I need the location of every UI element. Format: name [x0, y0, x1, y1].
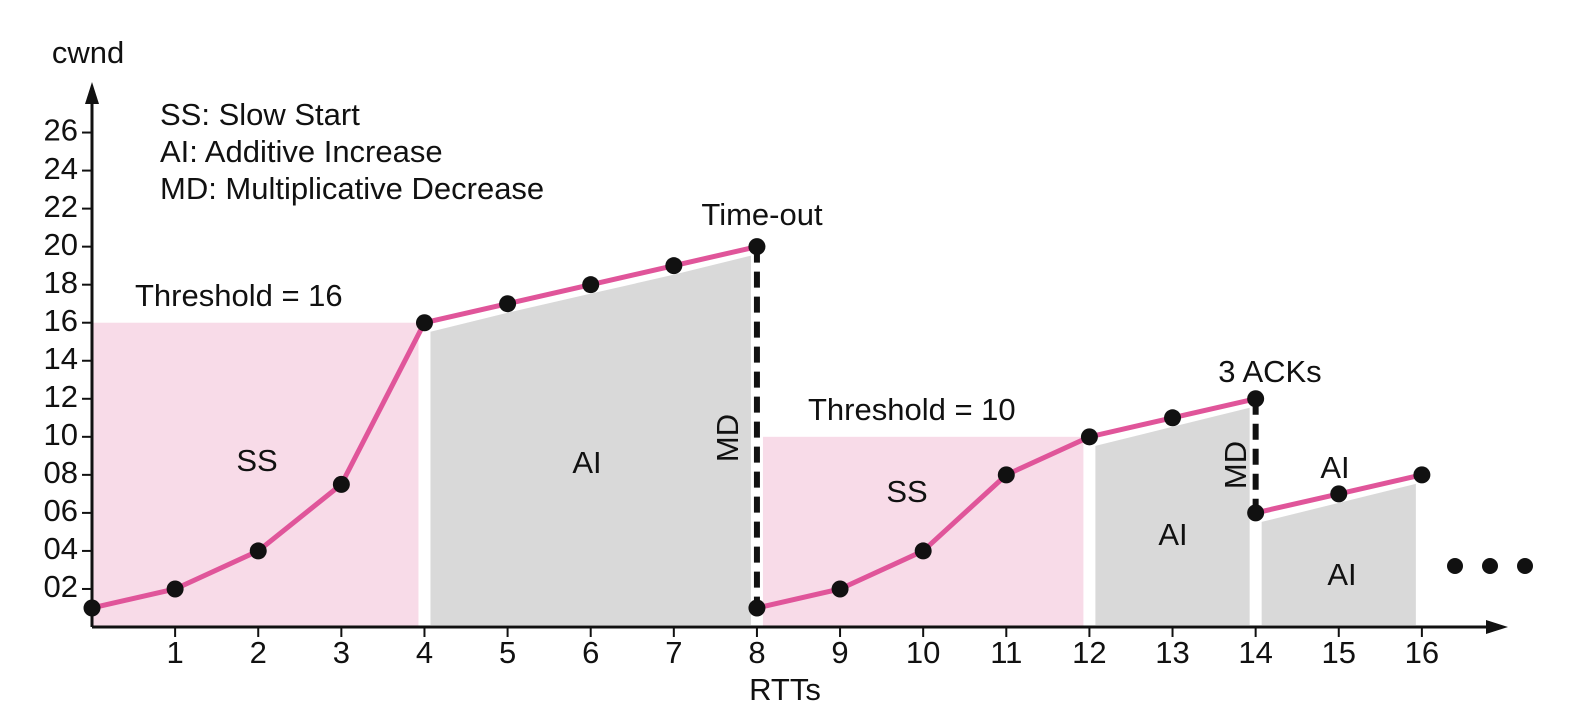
y-tick-label: 14 — [44, 341, 78, 376]
cwnd-point — [1247, 390, 1265, 408]
x-tick-label: 11 — [990, 635, 1022, 670]
threshold-region — [92, 322, 419, 627]
annotation: MD — [710, 414, 745, 462]
x-tick-label: 13 — [1155, 635, 1189, 670]
x-tick-label: 5 — [499, 635, 516, 670]
x-tick-label: 6 — [582, 635, 599, 670]
cwnd-point — [1164, 409, 1182, 427]
y-axis-arrow — [85, 82, 99, 104]
cwnd-point — [665, 257, 683, 275]
region-label: AI — [572, 445, 601, 480]
threshold-region — [762, 436, 1084, 627]
y-tick-label: 22 — [44, 189, 78, 224]
cwnd-point — [748, 238, 766, 256]
x-axis-arrow — [1486, 620, 1508, 634]
y-tick-label: 10 — [44, 417, 78, 452]
x-tick-label: 12 — [1072, 635, 1106, 670]
cwnd-point — [332, 475, 350, 493]
y-tick-label: 26 — [44, 113, 78, 148]
cwnd-point — [582, 276, 600, 294]
x-tick-label: 14 — [1238, 635, 1272, 670]
region-label: AI — [1327, 557, 1356, 592]
annotation: 3 ACKs — [1218, 354, 1321, 389]
x-tick-label: 8 — [748, 635, 765, 670]
x-tick-label: 9 — [831, 635, 848, 670]
x-tick-label: 2 — [250, 635, 267, 670]
x-axis-title: RTTs — [749, 672, 821, 707]
cwnd-point — [748, 599, 766, 617]
note: SS: Slow Start — [160, 97, 360, 132]
cwnd-point — [1330, 485, 1348, 503]
x-tick-label: 4 — [416, 635, 433, 670]
cwnd-point — [83, 599, 101, 617]
annotation: AI — [1320, 450, 1349, 485]
cwnd-point — [249, 542, 267, 560]
y-tick-label: 08 — [44, 455, 78, 490]
cwnd-point — [1247, 504, 1265, 522]
region-label: AI — [1158, 517, 1187, 552]
continuation-dots — [1447, 558, 1533, 574]
cwnd-point — [831, 580, 849, 598]
cwnd-point — [1413, 466, 1431, 484]
note: AI: Additive Increase — [160, 134, 443, 169]
annotation: Threshold = 10 — [808, 392, 1016, 427]
y-tick-label: 06 — [44, 493, 78, 528]
x-tick-label: 7 — [665, 635, 682, 670]
note: MD: Multiplicative Decrease — [160, 171, 544, 206]
x-tick-label: 3 — [333, 635, 350, 670]
y-tick-label: 12 — [44, 379, 78, 414]
x-tick-label: 15 — [1322, 635, 1356, 670]
cwnd-point — [997, 466, 1015, 484]
cwnd-point — [1080, 428, 1098, 446]
cwnd-point — [166, 580, 184, 598]
annotation: MD — [1218, 441, 1253, 489]
y-axis-title: cwnd — [52, 35, 124, 70]
y-tick-label: 02 — [44, 569, 78, 604]
cwnd-point — [914, 542, 932, 560]
increase-region — [430, 255, 751, 626]
increase-region — [1261, 483, 1416, 625]
increase-region — [1095, 407, 1250, 625]
dot — [1447, 558, 1463, 574]
annotation: Threshold = 16 — [135, 278, 343, 313]
dot — [1517, 558, 1533, 574]
region-label: SS — [886, 474, 927, 509]
x-tick-label: 1 — [166, 635, 183, 670]
y-tick-label: 18 — [44, 265, 78, 300]
x-tick-label: 16 — [1405, 635, 1439, 670]
cwnd-point — [499, 295, 517, 313]
y-tick-label: 16 — [44, 303, 78, 338]
axes: 1 2 3 4 5 6 7 8 9 10 11 12 13 14 15 1602040608101214161… — [44, 82, 1508, 670]
y-tick-label: 20 — [44, 227, 78, 262]
dot — [1482, 558, 1498, 574]
y-tick-label: 04 — [44, 531, 78, 566]
y-tick-label: 24 — [44, 151, 78, 186]
marks — [83, 238, 1431, 617]
x-tick-label: 10 — [906, 635, 940, 670]
region-label: SS — [236, 443, 277, 478]
cwnd-point — [415, 314, 433, 332]
annotation: Time-out — [701, 197, 823, 232]
